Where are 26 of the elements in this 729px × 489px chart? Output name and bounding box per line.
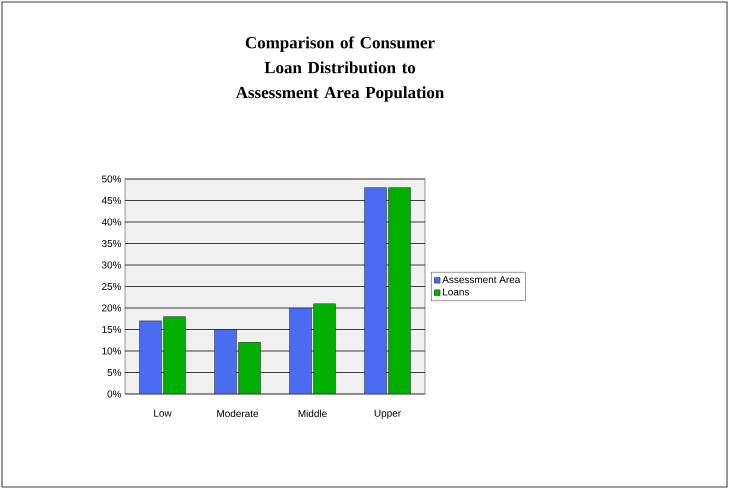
y-tick-label: 25% [102, 282, 122, 290]
x-tick-label: Upper [374, 410, 401, 419]
legend-label: Loans [443, 288, 470, 296]
bar [163, 316, 186, 394]
y-tick-label: 45% [102, 196, 122, 204]
x-tick-label: Middle [298, 410, 327, 418]
y-tick-label: 40% [102, 218, 122, 226]
bar [289, 308, 312, 394]
chart-title: Comparison of Consumer Loan Distribution to Assessment Area Population [236, 36, 444, 102]
x-tick-label: Low [154, 410, 172, 417]
y-tick-label: 30% [102, 261, 122, 269]
y-tick-label: 5% [107, 368, 122, 376]
bar [238, 342, 261, 394]
bar [313, 304, 336, 394]
bar [364, 187, 387, 394]
x-tick-label: Moderate [217, 410, 258, 418]
bar [139, 320, 162, 394]
y-tick-label: 50% [102, 175, 122, 183]
y-tick-label: 15% [102, 326, 122, 333]
bar [214, 329, 237, 394]
y-tick-label: 20% [102, 304, 122, 312]
y-tick-label: 35% [102, 240, 122, 248]
y-tick-label: 0% [107, 390, 122, 398]
legend-label: Assessment Area [442, 276, 520, 284]
bar [388, 187, 411, 394]
y-tick-label: 10% [102, 347, 122, 355]
